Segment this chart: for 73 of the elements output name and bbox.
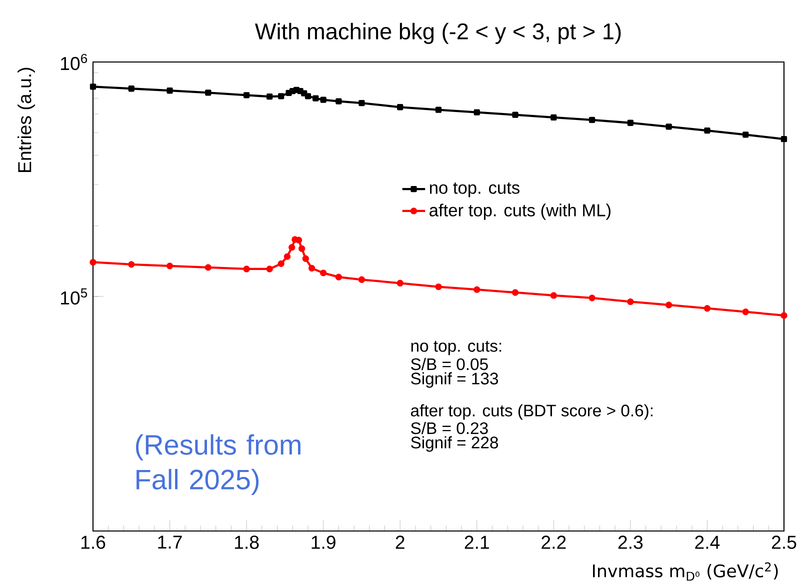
point bbox=[512, 289, 519, 296]
point bbox=[704, 127, 710, 134]
point bbox=[666, 124, 672, 130]
point bbox=[128, 86, 134, 92]
annotation: S/B = 0.23 bbox=[411, 422, 488, 434]
point bbox=[166, 262, 174, 270]
point bbox=[302, 255, 310, 262]
point bbox=[742, 308, 749, 316]
point bbox=[588, 294, 596, 302]
point bbox=[166, 88, 173, 94]
point bbox=[90, 258, 96, 266]
point bbox=[278, 93, 284, 100]
point bbox=[308, 264, 316, 272]
point bbox=[243, 266, 250, 272]
x-tick-label: 1.8 bbox=[235, 536, 259, 549]
point bbox=[780, 136, 788, 142]
x-axis-title: Invmass m$_{D⁰}$ (GeV/c$^{2}$) bbox=[593, 562, 778, 581]
annotation: Signif = 228 bbox=[411, 436, 498, 452]
point bbox=[284, 253, 291, 260]
point bbox=[550, 114, 557, 121]
point bbox=[298, 245, 306, 252]
point bbox=[336, 98, 342, 104]
point bbox=[320, 96, 326, 103]
point bbox=[474, 109, 480, 116]
point bbox=[358, 100, 365, 106]
point bbox=[742, 132, 749, 138]
x-tick-label: 1.7 bbox=[158, 536, 182, 549]
x-tick-label: 2.4 bbox=[695, 536, 720, 549]
annotation: (Results from Fall 2025) bbox=[136, 434, 300, 496]
x-tick-label: 1.9 bbox=[312, 536, 336, 549]
point bbox=[90, 84, 96, 90]
point bbox=[704, 305, 711, 312]
point bbox=[128, 261, 135, 268]
point bbox=[204, 264, 212, 271]
annotation: S/B = 0.05 bbox=[411, 358, 488, 370]
point bbox=[397, 104, 404, 110]
point bbox=[266, 94, 273, 100]
point bbox=[320, 270, 327, 276]
x-tick-label: 2 bbox=[396, 536, 404, 549]
chart-title: With machine bkg (-2 < y < 3, pt > 1) bbox=[254, 22, 621, 44]
x-tick-label: 2.5 bbox=[772, 536, 796, 549]
x-tick-label: 2.1 bbox=[464, 536, 489, 549]
point bbox=[304, 93, 312, 100]
point bbox=[288, 244, 296, 251]
point bbox=[588, 116, 596, 124]
point bbox=[205, 90, 212, 96]
legend-label: after top. cuts (with ML) bbox=[430, 204, 610, 220]
annotation: Signif = 133 bbox=[411, 372, 498, 388]
point bbox=[780, 312, 788, 319]
x-tick-label: 2.2 bbox=[542, 536, 566, 549]
point bbox=[665, 302, 672, 308]
x-tick-label: 1.6 bbox=[81, 536, 106, 549]
point bbox=[474, 286, 480, 293]
point bbox=[278, 260, 284, 268]
point bbox=[396, 280, 404, 286]
point bbox=[550, 292, 557, 299]
annotation: after top. cuts (BDT score > 0.6): bbox=[410, 404, 652, 420]
point bbox=[266, 266, 273, 272]
point bbox=[512, 112, 518, 118]
point bbox=[335, 274, 342, 280]
point bbox=[312, 95, 319, 102]
point bbox=[435, 283, 442, 290]
point bbox=[627, 298, 634, 306]
y-tick-label: 10$^{6}$ bbox=[61, 54, 88, 70]
legend-label: no top. cuts bbox=[430, 182, 520, 198]
point bbox=[435, 106, 442, 113]
annotation: no top. cuts: bbox=[411, 340, 502, 356]
point bbox=[358, 276, 366, 283]
point bbox=[627, 120, 634, 126]
point bbox=[243, 92, 250, 98]
x-tick-label: 2.3 bbox=[618, 536, 643, 549]
y-tick-label: 10$^{5}$ bbox=[61, 288, 88, 305]
y-axis-title: Entries (a.u.) bbox=[18, 68, 35, 172]
